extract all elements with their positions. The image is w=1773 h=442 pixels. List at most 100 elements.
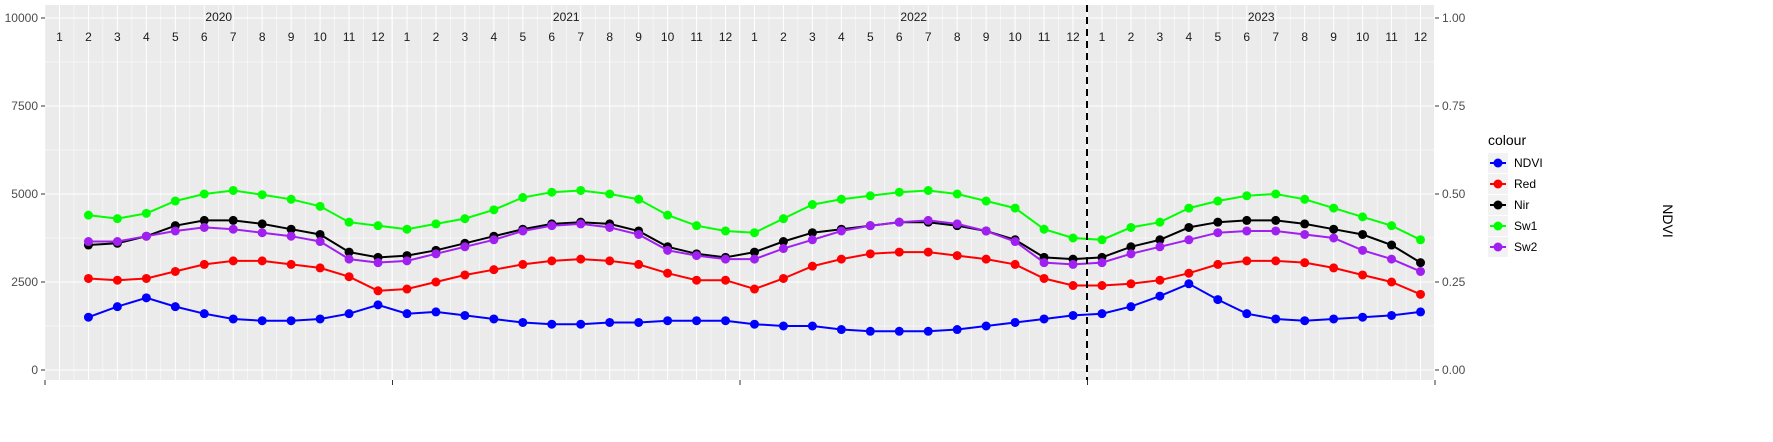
data-point [1242, 215, 1252, 225]
data-point [1271, 314, 1281, 324]
axes: 0 2500 5000 7500 10000 0.00 0.25 0.50 0.75 1.00 [5, 11, 1466, 385]
data-point [1184, 203, 1194, 213]
legend-label: NDVI [1514, 156, 1543, 170]
data-point [1213, 196, 1223, 206]
month-label: 9 [288, 30, 295, 44]
data-point [518, 226, 528, 236]
data-point [692, 221, 702, 231]
data-point [692, 275, 702, 285]
data-point [199, 215, 209, 225]
data-point [1416, 266, 1426, 276]
data-point [749, 247, 759, 257]
data-point [894, 217, 904, 227]
data-point [1387, 240, 1397, 250]
data-point [1416, 258, 1426, 268]
legend-key-point [1493, 242, 1503, 252]
data-point [1184, 235, 1194, 245]
legend-key-point [1493, 179, 1503, 189]
right-axis-title: NDVI [1660, 204, 1676, 237]
data-point [257, 219, 267, 229]
data-point [1068, 281, 1078, 291]
legend-item-sw2: Sw2 [1488, 237, 1538, 257]
data-point [402, 284, 412, 294]
data-point [1097, 309, 1107, 319]
data-point [1155, 291, 1165, 301]
data-point [431, 277, 441, 287]
data-point [199, 222, 209, 232]
left-tick-label: 5000 [11, 187, 38, 201]
data-point [199, 309, 209, 319]
data-point [547, 319, 557, 329]
data-point [1010, 317, 1020, 327]
month-label: 4 [1186, 30, 1193, 44]
data-point [489, 314, 499, 324]
month-label: 9 [983, 30, 990, 44]
data-point [1126, 249, 1136, 259]
data-point [1416, 289, 1426, 299]
left-tick-label: 0 [31, 363, 38, 377]
month-label: 4 [143, 30, 150, 44]
data-point [1039, 224, 1049, 234]
month-label: 11 [1385, 30, 1398, 44]
data-point [1271, 256, 1281, 266]
data-point [576, 319, 586, 329]
month-label: 1 [751, 30, 758, 44]
data-point [1213, 217, 1223, 227]
data-point [257, 316, 267, 326]
series-sw2 [83, 215, 1426, 276]
data-point [1097, 235, 1107, 245]
month-label: 10 [313, 30, 327, 44]
data-point [634, 229, 644, 239]
data-point [1213, 295, 1223, 305]
data-point [257, 228, 267, 238]
month-label: 2 [780, 30, 787, 44]
month-label: 6 [1243, 30, 1250, 44]
data-point [894, 247, 904, 257]
month-label: 3 [809, 30, 816, 44]
data-point [344, 247, 354, 257]
series-layer [83, 185, 1426, 336]
data-point [952, 325, 962, 335]
data-point [315, 237, 325, 247]
data-point [836, 254, 846, 264]
month-label: 11 [343, 30, 356, 44]
data-point [894, 187, 904, 197]
data-point [1242, 191, 1252, 201]
data-point [199, 259, 209, 269]
data-point [1358, 212, 1368, 222]
month-label: 7 [925, 30, 932, 44]
data-point [692, 251, 702, 261]
data-point [836, 325, 846, 335]
data-point [807, 321, 817, 331]
data-point [460, 310, 470, 320]
month-label: 11 [1038, 30, 1051, 44]
year-label: 2023 [1248, 10, 1275, 24]
data-point [199, 189, 209, 199]
data-point [1010, 203, 1020, 213]
data-point [431, 307, 441, 317]
series-red [83, 247, 1426, 299]
data-point [83, 312, 93, 322]
month-label: 1 [404, 30, 411, 44]
data-point [286, 259, 296, 269]
data-point [315, 229, 325, 239]
legend-label: Sw2 [1514, 240, 1538, 254]
data-point [344, 309, 354, 319]
data-point [373, 300, 383, 310]
data-point [402, 224, 412, 234]
data-point [1271, 189, 1281, 199]
month-label: 4 [491, 30, 498, 44]
month-label: 7 [230, 30, 237, 44]
legend: colour NDVI Red Nir Sw1 Sw2 [1488, 132, 1543, 257]
data-point [778, 214, 788, 224]
data-point [170, 302, 180, 312]
data-point [228, 314, 238, 324]
right-tick-label: 0.25 [1442, 275, 1466, 289]
data-point [1039, 314, 1049, 324]
data-point [749, 284, 759, 294]
data-point [518, 259, 528, 269]
data-point [1329, 224, 1339, 234]
data-point [547, 221, 557, 231]
month-label: 8 [1301, 30, 1308, 44]
